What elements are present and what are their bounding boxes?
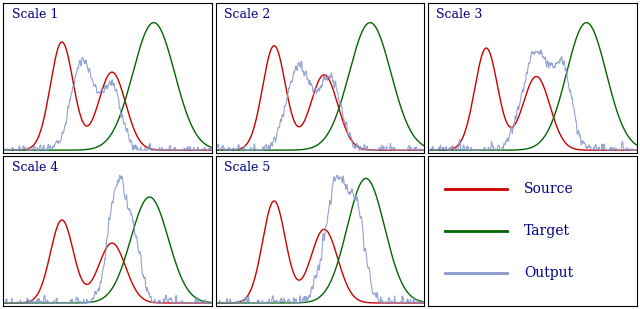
Text: Scale 5: Scale 5 [224, 161, 270, 174]
Text: Output: Output [524, 266, 573, 280]
Text: Scale 3: Scale 3 [436, 8, 483, 21]
Text: Source: Source [524, 182, 573, 196]
Text: Scale 1: Scale 1 [12, 8, 58, 21]
Text: Scale 4: Scale 4 [12, 161, 58, 174]
Text: Target: Target [524, 224, 570, 238]
Text: Scale 2: Scale 2 [224, 8, 270, 21]
